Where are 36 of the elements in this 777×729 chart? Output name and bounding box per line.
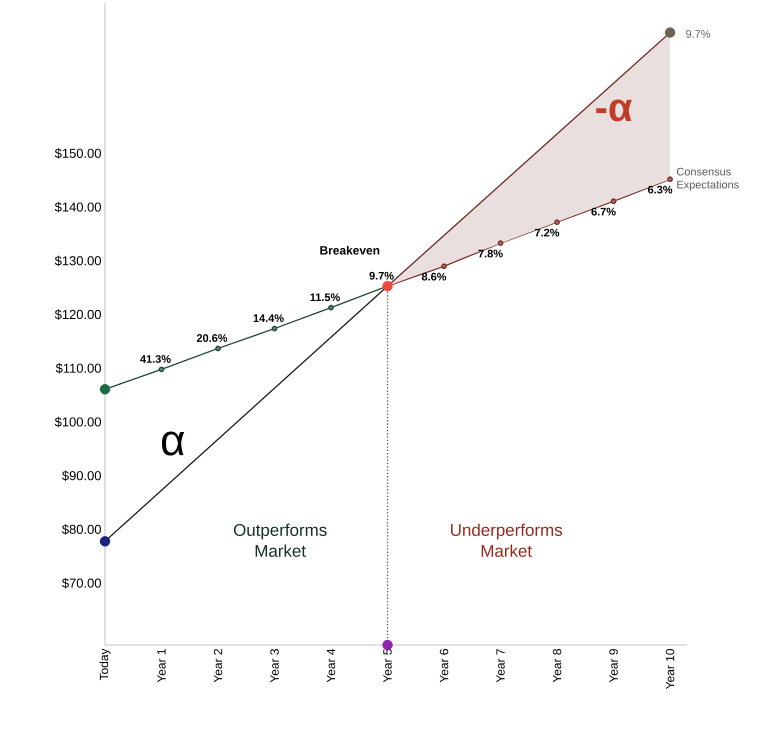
annotation: 14.4% [254,314,284,322]
annotation: α [162,432,184,456]
y-tick-label: $150.00 [54,148,101,159]
annotation: 6.3% [648,186,672,194]
x-tick-label: Today [99,648,111,680]
y-tick-label: $140.00 [54,202,101,212]
y-tick-label: $70.00 [62,578,101,588]
x-tick-label: Year 9 [609,649,618,682]
annotation: Outperforms Market [234,524,327,557]
series-label: Consensus Expectations [676,168,739,191]
x-tick-label: Year 2 [214,649,222,682]
annotation: 6.7% [591,208,616,216]
annotation: -α [596,100,632,122]
x-tick-label: Year 4 [326,648,336,682]
annotation: Breakeven [320,246,380,255]
x-tick-label: Year 8 [552,649,562,682]
y-tick-label: $80.00 [62,524,101,535]
y-tick-label: $90.00 [62,470,101,482]
x-tick-label: Year 6 [440,649,448,682]
y-tick-label: $130.00 [54,256,101,266]
x-tick-label: Year 1 [157,649,166,682]
annotation: 8.6% [422,272,446,281]
annotation: Underperforms Market [451,524,562,557]
annotation: 11.5% [310,293,340,302]
y-tick-label: $110.00 [56,363,101,374]
x-tick-label: Year 10 [666,648,674,690]
annotation: 7.2% [535,228,560,236]
annotation: 7.8% [478,250,503,258]
x-tick-label: Year 3 [270,649,279,682]
annotation: 20.6% [196,334,228,342]
annotation: 9.7% [686,30,710,38]
y-tick-label: $100.00 [54,416,101,428]
annotation: 9.7% [369,272,394,280]
y-tick-label: $120.00 [54,309,101,320]
x-tick-label: Year 7 [496,649,505,682]
annotation: 41.3% [140,355,171,363]
